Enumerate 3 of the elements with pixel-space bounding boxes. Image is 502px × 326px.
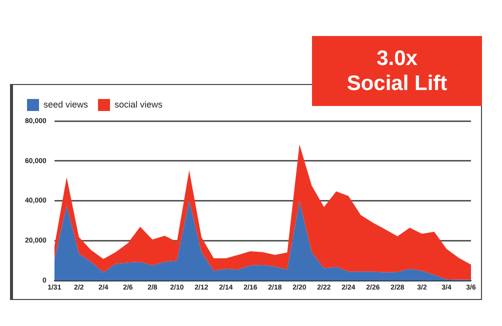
legend-label: social views [114,99,164,110]
legend-label: seed views [44,99,89,110]
text: 3.0x Social Lift [346,46,448,96]
